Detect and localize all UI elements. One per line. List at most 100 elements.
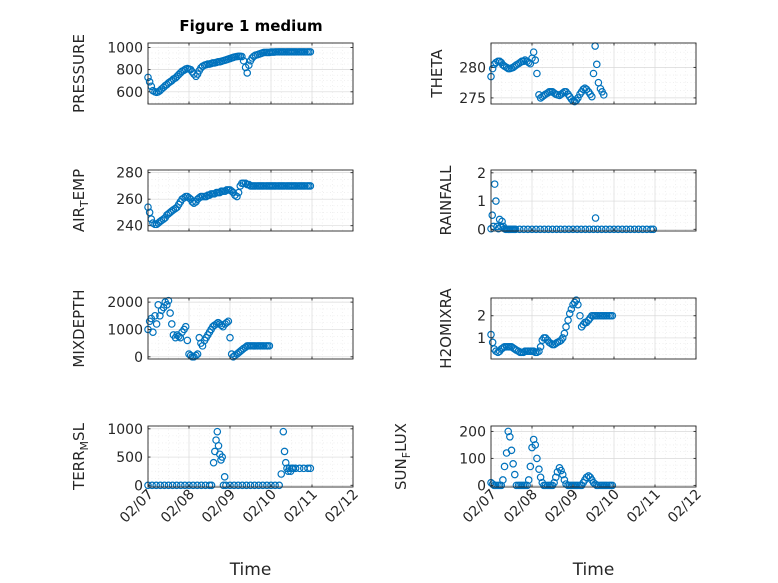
y-label-rest: LUX (392, 423, 410, 452)
data-point (593, 225, 602, 234)
data-point (638, 225, 647, 234)
data-point (234, 481, 243, 490)
y-tick-label: 1000 (107, 422, 143, 438)
y-tick-label: 500 (116, 450, 143, 466)
data-point (238, 52, 246, 61)
data-point (207, 481, 216, 490)
data-point (565, 309, 574, 318)
data-point (589, 225, 598, 234)
data-point (152, 320, 161, 328)
x-tick-label: 02/09 (199, 487, 239, 527)
data-point (569, 225, 577, 234)
data-point (163, 301, 171, 309)
data-point (214, 441, 223, 450)
axes-box (147, 425, 354, 488)
data-point (271, 481, 279, 490)
data-point (306, 464, 315, 473)
data-point (164, 296, 173, 305)
data-point (260, 342, 268, 350)
axes-box (490, 425, 697, 488)
data-point (576, 311, 584, 320)
y-tick-label: 260 (116, 192, 143, 208)
data-point (622, 225, 631, 234)
plot-area (491, 170, 696, 231)
y-label-rest: SL (70, 422, 88, 441)
data-point (243, 69, 252, 77)
data-point (183, 336, 192, 345)
data-point (149, 328, 157, 336)
data-point (544, 225, 553, 234)
data-point (499, 344, 507, 352)
data-point (167, 320, 176, 328)
data-point (507, 446, 516, 455)
data-point (218, 453, 227, 461)
data-point (306, 48, 315, 56)
y-tick-label: 275 (459, 91, 486, 107)
x-tick-label: 02/12 (322, 487, 362, 527)
data-point (233, 192, 241, 201)
data-point (219, 187, 227, 196)
data-point (558, 89, 567, 97)
data-point (585, 225, 594, 234)
data-point (608, 311, 617, 320)
data-point (181, 322, 190, 331)
data-point (535, 347, 543, 356)
data-point (564, 316, 572, 324)
data-point (556, 225, 565, 234)
data-point (532, 225, 540, 234)
data-point (246, 481, 255, 490)
data-point (649, 225, 658, 234)
data-point (510, 470, 519, 479)
data-point (164, 481, 173, 490)
data-point (267, 481, 275, 490)
data-point (209, 458, 218, 467)
data-point (519, 57, 528, 66)
data-point (552, 225, 561, 234)
data-point (250, 481, 259, 490)
data-point (224, 317, 233, 326)
data-point (189, 481, 197, 490)
data-point (193, 350, 202, 358)
data-point (536, 342, 545, 351)
data-point (531, 56, 540, 64)
data-point (168, 481, 177, 490)
data-point (526, 462, 535, 471)
data-point (291, 464, 300, 473)
data-point (177, 481, 185, 490)
data-point (589, 69, 598, 78)
y-label-main: SUN (392, 458, 410, 490)
data-point (499, 476, 507, 484)
data-point (626, 225, 635, 234)
data-point (536, 225, 545, 234)
x-tick-label: 02/12 (665, 487, 705, 527)
data-point (577, 225, 586, 234)
data-point (277, 470, 286, 478)
y-tick-label: 2000 (107, 295, 143, 311)
data-point (185, 481, 193, 490)
axes-box (147, 42, 354, 105)
data-point (560, 329, 569, 338)
y-tick-label: 2 (477, 309, 486, 325)
y-tick-label: 240 (116, 219, 143, 235)
data-point (156, 481, 165, 490)
data-point (279, 427, 288, 436)
data-point (160, 481, 169, 490)
data-point (591, 214, 600, 222)
data-point (226, 481, 234, 490)
x-tick-label: 02/10 (583, 487, 623, 527)
data-point (523, 481, 531, 490)
axes-pressure: 600 800 1000 PRESSURE (70, 34, 354, 113)
y-tick-label: 1000 (107, 40, 143, 56)
y-label-subscript: F (400, 452, 413, 458)
data-point (295, 464, 304, 473)
axes-box (490, 42, 697, 105)
axes-rainfall: 0 1 2 RAINFALL (437, 165, 697, 238)
data-point (172, 481, 181, 490)
data-point (567, 305, 576, 313)
y-label-main: AIR (70, 207, 88, 232)
data-point (562, 323, 570, 331)
y-tick-label: 1 (477, 194, 486, 210)
